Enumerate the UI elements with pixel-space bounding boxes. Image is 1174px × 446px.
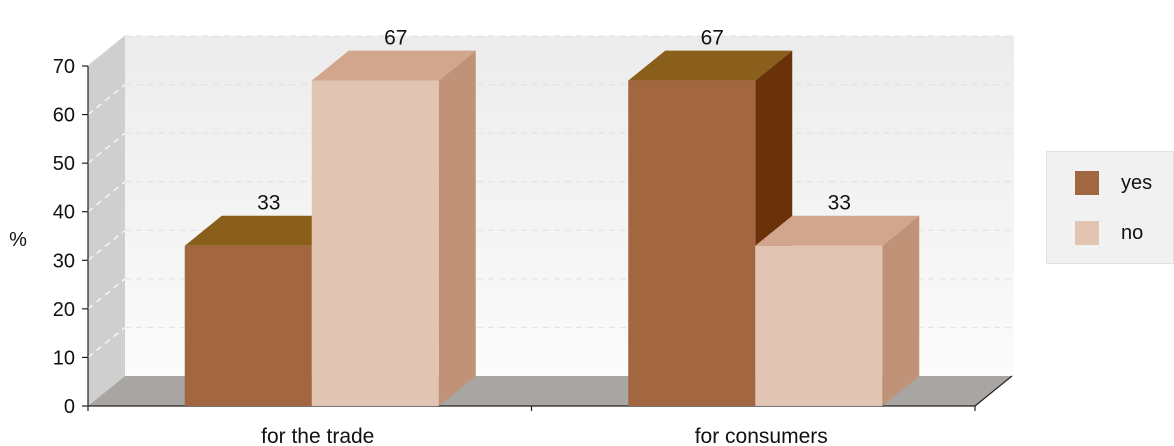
bar-front <box>184 245 312 406</box>
legend: yes no <box>1046 151 1174 264</box>
data-label: 33 <box>257 192 280 215</box>
y-tick-label: 40 <box>53 202 75 224</box>
legend-item-yes: yes <box>1075 171 1152 195</box>
y-tick-label: 30 <box>53 250 75 272</box>
y-tick-label: 60 <box>53 105 75 127</box>
y-tick-label: 10 <box>53 347 75 369</box>
bar-front <box>755 245 883 406</box>
x-category-label: for the trade <box>261 425 374 446</box>
legend-swatch <box>1075 171 1099 195</box>
x-axis-depth-edge <box>974 375 1013 407</box>
y-axis: 0 10 20 30 40 50 60 70 <box>53 35 126 418</box>
y-tick-label: 0 <box>64 396 75 418</box>
gridline-side <box>87 229 126 261</box>
legend-item-no: no <box>1075 221 1143 245</box>
legend-label: no <box>1121 221 1144 244</box>
y-axis-top-edge <box>87 35 126 67</box>
data-labels: 33 67 67 33 <box>257 27 851 215</box>
data-label: 67 <box>701 27 724 50</box>
bar-top <box>311 50 476 81</box>
x-category-label: for consumers <box>695 425 828 446</box>
data-label: 67 <box>384 27 407 50</box>
gridline-side <box>87 84 126 116</box>
bar-side <box>438 50 476 406</box>
bar-top <box>755 215 920 246</box>
bars <box>184 50 920 407</box>
bar-front <box>311 80 439 407</box>
y-tick-label: 20 <box>53 299 75 321</box>
legend-label: yes <box>1121 171 1153 194</box>
legend-swatch <box>1075 221 1099 245</box>
data-label: 33 <box>828 192 851 215</box>
gridline-side <box>87 181 126 213</box>
y-axis-title: % <box>9 229 27 251</box>
bar-no-0 <box>311 50 476 407</box>
side-wall <box>88 36 125 406</box>
y-tick-label: 70 <box>53 56 75 78</box>
gridline-side <box>87 132 126 164</box>
bar-top <box>628 50 793 81</box>
gridline-side <box>87 326 126 358</box>
bar-top <box>184 215 349 246</box>
bar-front <box>628 80 756 407</box>
gridline-side <box>87 278 126 310</box>
y-tick-label: 50 <box>53 153 75 175</box>
bar-side <box>882 215 920 406</box>
bar-no-1 <box>755 215 920 406</box>
